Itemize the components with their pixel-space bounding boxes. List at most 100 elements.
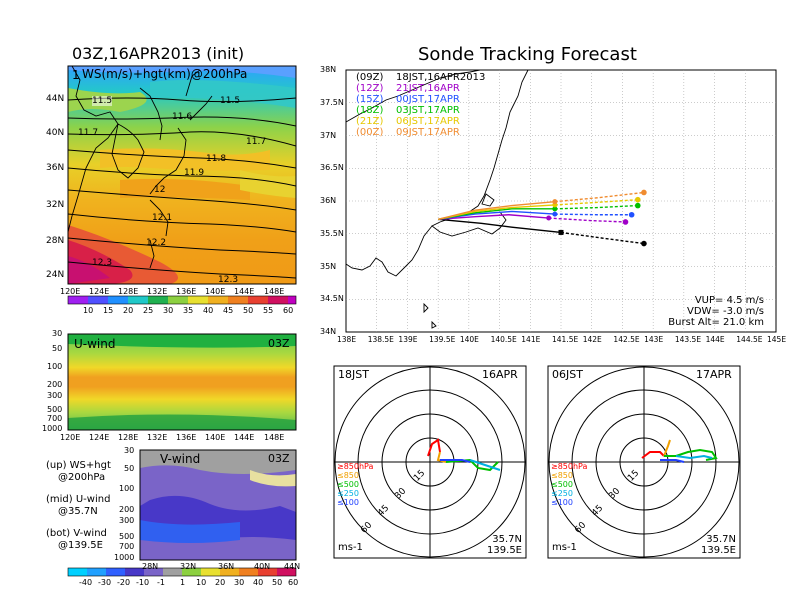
lon-tick: 124E xyxy=(89,433,110,442)
legend-note-line: @35.7N xyxy=(58,506,98,517)
lon-tick: 142.5E xyxy=(613,335,640,344)
lon-tick: 148E xyxy=(264,433,285,442)
lon-tick: 141.5E xyxy=(552,335,579,344)
legend-note-up: (up) WS+hgt @200hPa xyxy=(46,460,111,484)
lon-tick: 139.5E xyxy=(429,335,456,344)
legend-time: 03JST,17APR xyxy=(396,105,460,116)
legend-time: 06JST,17APR xyxy=(396,116,460,127)
legend-code: (18Z) xyxy=(356,105,384,116)
lat-tick: 36N xyxy=(320,196,337,205)
lat-tick: 36N xyxy=(218,562,235,571)
pressure-tick: 700 xyxy=(119,542,135,551)
track-descent-line xyxy=(548,217,626,223)
track-legend-row: (18Z) 03JST,17APR xyxy=(356,105,485,116)
vdw-value: VDW= -3.0 m/s xyxy=(687,306,764,317)
left-title: 03Z,16APR2013 (init) xyxy=(72,44,245,63)
lat-tick: 40N xyxy=(254,562,271,571)
legend-code: (00Z) xyxy=(356,127,384,138)
ws-colorbar xyxy=(67,295,297,305)
contour-label: 11.7 xyxy=(246,137,267,147)
lat-tick: 36.5N xyxy=(320,163,344,173)
polar-left-lat: 35.7N xyxy=(492,534,522,545)
colorbar-tick: 60 xyxy=(283,306,294,315)
lon-tick: 136E xyxy=(176,433,197,442)
legend-code: (21Z) xyxy=(356,116,384,127)
lon-tick: 128E xyxy=(118,433,139,442)
polar-right-levels: ≥850hPa ≤850 ≤500 ≤250 ≤100 xyxy=(551,462,587,507)
level-label: ≤250 xyxy=(337,489,359,498)
lat-tick: 40N xyxy=(46,128,65,138)
track-coastline xyxy=(345,69,529,329)
polar-right-hodograph xyxy=(641,439,718,463)
level-label: ≥850hPa xyxy=(551,462,588,471)
colorbar-tick: 30 xyxy=(234,578,245,587)
lon-tick: 148E xyxy=(264,287,285,296)
lon-tick: 145E xyxy=(767,335,787,344)
polar-right-date: 17APR xyxy=(696,368,732,381)
polar-left-time: 18JST xyxy=(338,368,369,381)
lon-tick: 136E xyxy=(176,287,197,296)
polar-right-time: 06JST xyxy=(552,368,583,381)
lon-tick: 140E xyxy=(459,335,479,344)
legend-time: 00JST,17APR xyxy=(396,94,460,105)
ws-overlay-label: WS(m/s)+hgt(km)@200hPa xyxy=(82,67,248,81)
lat-tick: 35.5N xyxy=(320,228,344,238)
coastline xyxy=(68,66,213,269)
colorbar-tick: 10 xyxy=(196,578,207,587)
lon-tick: 142E xyxy=(582,335,602,344)
colorbar-tick: 20 xyxy=(123,306,134,315)
colorbar-tick: 10 xyxy=(83,306,94,315)
lon-tick: 143E xyxy=(644,335,664,344)
lat-tick: 28N xyxy=(142,562,159,571)
contour-label: 11.5 xyxy=(220,96,241,106)
legend-note-line: (bot) V-wind xyxy=(46,528,107,539)
lon-tick: 140.5E xyxy=(490,335,517,344)
legend-code: (09Z) xyxy=(356,72,384,83)
track-series xyxy=(437,189,647,247)
colorbar-tick: 60 xyxy=(288,578,299,587)
contour-label: 11.5 xyxy=(92,96,113,106)
colorbar-tick: 40 xyxy=(253,578,264,587)
pressure-tick: 300 xyxy=(119,516,135,525)
lat-tick: 34.5N xyxy=(320,294,344,304)
pressure-tick: 50 xyxy=(52,344,63,353)
map-overlay-label: 1 xyxy=(72,68,80,82)
v-colorbar xyxy=(67,567,297,577)
burst-point xyxy=(546,215,552,221)
lon-tick: 144.5E xyxy=(736,335,763,344)
colorbar-tick: -30 xyxy=(98,578,112,587)
lat-tick: 44N xyxy=(284,562,301,571)
burst-point xyxy=(558,229,564,235)
lon-tick: 144E xyxy=(234,433,255,442)
track-ascent-line xyxy=(438,218,562,234)
contour-label: 12.3 xyxy=(218,275,239,285)
contour-label: 12.1 xyxy=(152,213,173,223)
track-legend-row: (21Z) 06JST,17APR xyxy=(356,116,485,127)
contour-label: 12 xyxy=(154,185,166,195)
lat-tick: 28N xyxy=(46,236,65,246)
lon-tick: 139E xyxy=(398,335,418,344)
pressure-tick: 500 xyxy=(47,405,63,414)
track-params: VUP= 4.5 m/s VDW= -3.0 m/s Burst Alt= 21… xyxy=(640,295,764,328)
level-label: ≥850hPa xyxy=(337,462,374,471)
u-wind-title: U-wind xyxy=(74,337,116,351)
contour-label: 12.2 xyxy=(146,238,167,248)
lon-tick: 132E xyxy=(147,433,168,442)
colorbar-tick: -10 xyxy=(136,578,150,587)
pressure-tick: 100 xyxy=(47,362,63,371)
legend-note-mid: (mid) U-wind @35.7N xyxy=(46,494,111,518)
contour-label: 11.8 xyxy=(206,154,227,164)
lon-tick: 140E xyxy=(205,287,226,296)
polar-left-date: 16APR xyxy=(482,368,518,381)
track-ascent-line xyxy=(437,200,555,221)
lon-tick: 144E xyxy=(234,287,255,296)
track-legend: (09Z) 18JST,16APR2013 (12Z) 21JST,16APR (15Z… xyxy=(356,72,485,138)
landing-point xyxy=(641,189,647,196)
vup-value: VUP= 4.5 m/s xyxy=(694,295,764,306)
lat-tick: 44N xyxy=(46,94,65,104)
track-legend-row: (12Z) 21JST,16APR xyxy=(356,83,485,94)
lat-tick: 37N xyxy=(320,130,337,140)
legend-note-line: (mid) U-wind xyxy=(46,494,111,505)
legend-note-line: @139.5E xyxy=(58,540,103,551)
